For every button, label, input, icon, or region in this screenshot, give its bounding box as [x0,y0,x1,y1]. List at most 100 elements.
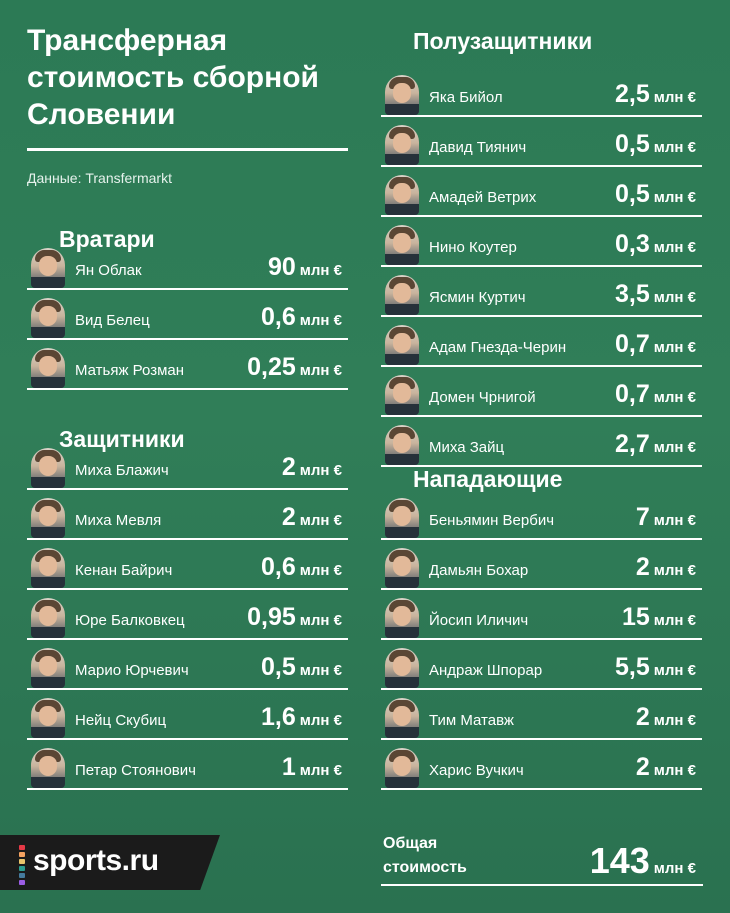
player-photo [31,698,65,738]
player-name: Дамьян Бохар [429,562,529,579]
player-photo [385,75,419,115]
player-name: Миха Мевля [75,512,162,529]
player-photo [31,248,65,288]
player-name: Тим Матавж [429,712,514,729]
logo-dot [19,880,25,885]
player-name: Вид Белец [75,312,150,329]
player-value: 0,5 млн € [261,653,342,681]
total-label: Общая стоимость [383,835,467,876]
player-photo [385,425,419,465]
logo-dot [19,852,25,857]
player-photo [385,175,419,215]
player-row: Дамьян Бохар 2 млн € [381,540,702,590]
player-value: 5,5 млн € [615,653,696,681]
player-photo [31,348,65,388]
player-row: Кенан Байрич 0,6 млн € [27,540,348,590]
player-row: Ясмин Куртич 3,5 млн € [381,267,702,317]
player-name: Амадей Ветрих [429,189,537,206]
player-name: Марио Юрчевич [75,662,189,679]
player-photo [385,598,419,638]
player-value: 0,7 млн € [615,380,696,408]
player-photo [385,275,419,315]
sports-ru-logo[interactable]: sports.ru [0,835,220,890]
player-value: 2 млн € [635,703,696,731]
player-row: Петар Стоянович 1 млн € [27,740,348,790]
player-photo [31,448,65,488]
player-row: Амадей Ветрих 0,5 млн € [381,167,702,217]
player-photo [385,225,419,265]
player-name: Андраж Шпорар [429,662,543,679]
player-value: 2,5 млн € [615,80,696,108]
player-photo [385,648,419,688]
player-name: Миха Блажич [75,462,169,479]
logo-background [0,835,220,890]
player-row: Харис Вучкич 2 млн € [381,740,702,790]
player-value: 0,95 млн € [247,603,342,631]
player-row: Яка Бийол 2,5 млн € [381,67,702,117]
player-row: Миха Зайц 2,7 млн € [381,417,702,467]
player-row: Адам Гнезда-Черин 0,7 млн € [381,317,702,367]
player-photo [385,375,419,415]
logo-dots-icon [19,845,25,887]
section-heading: Полузащитники [413,28,593,54]
data-source: Данные: Transfermarkt [27,170,172,186]
player-photo [385,498,419,538]
player-value: 0,5 млн € [615,130,696,158]
logo-dot [19,866,25,871]
section-forwards: Нападающие Беньямин Вербич 7 млн € Дамьян … [381,465,702,790]
player-name: Домен Чрнигой [429,389,536,406]
player-name: Ян Облак [75,262,142,279]
player-photo [31,498,65,538]
player-photo [385,125,419,165]
player-photo [31,598,65,638]
total-value: 143 млн € [589,840,696,881]
player-name: Яка Бийол [429,89,503,106]
player-value: 2 млн € [281,453,342,481]
logo-text: sports.ru [33,844,159,877]
player-row: Беньямин Вербич 7 млн € [381,490,702,540]
section-heading: Защитники [59,426,185,452]
title-divider [27,148,348,151]
total-divider [381,884,703,886]
player-value: 0,5 млн € [615,180,696,208]
player-row: Вид Белец 0,6 млн € [27,290,348,340]
player-name: Петар Стоянович [75,762,196,779]
section-goalkeepers: Вратари Ян Облак 90 млн € Вид Белец 0,6 млн … [27,225,348,390]
player-value: 2,7 млн € [615,430,696,458]
player-row: Ян Облак 90 млн € [27,240,348,290]
logo-dot [19,859,25,864]
player-value: 1,6 млн € [261,703,342,731]
player-row: Давид Тиянич 0,5 млн € [381,117,702,167]
player-value: 0,25 млн € [247,353,342,381]
logo-dot [19,873,25,878]
player-name: Давид Тиянич [429,139,527,156]
player-value: 0,3 млн € [615,230,696,258]
player-value: 2 млн € [281,503,342,531]
section-heading: Нападающие [413,466,563,492]
player-row: Нейц Скубиц 1,6 млн € [27,690,348,740]
player-row: Домен Чрнигой 0,7 млн € [381,367,702,417]
section-midfielders: Полузащитники Яка Бийол 2,5 млн € Давид Ти… [381,27,702,467]
player-name: Матьяж Розман [75,362,185,379]
section-defenders: Защитники Миха Блажич 2 млн € Миха Мевля 2 м… [27,425,348,790]
section-heading: Вратари [59,226,155,252]
player-name: Миха Зайц [429,439,505,456]
player-photo [385,548,419,588]
player-name: Ясмин Куртич [429,289,526,306]
player-photo [31,748,65,788]
player-value: 2 млн € [635,753,696,781]
player-row: Матьяж Розман 0,25 млн € [27,340,348,390]
player-value: 0,6 млн € [261,553,342,581]
player-row: Миха Мевля 2 млн € [27,490,348,540]
player-value: 3,5 млн € [615,280,696,308]
player-photo [385,748,419,788]
player-row: Йосип Иличич 15 млн € [381,590,702,640]
player-photo [385,325,419,365]
player-name: Харис Вучкич [429,762,524,779]
player-value: 90 млн € [267,253,342,281]
player-value: 0,7 млн € [615,330,696,358]
player-name: Кенан Байрич [75,562,173,579]
player-name: Йосип Иличич [429,612,529,629]
player-row: Миха Блажич 2 млн € [27,440,348,490]
player-row: Андраж Шпорар 5,5 млн € [381,640,702,690]
